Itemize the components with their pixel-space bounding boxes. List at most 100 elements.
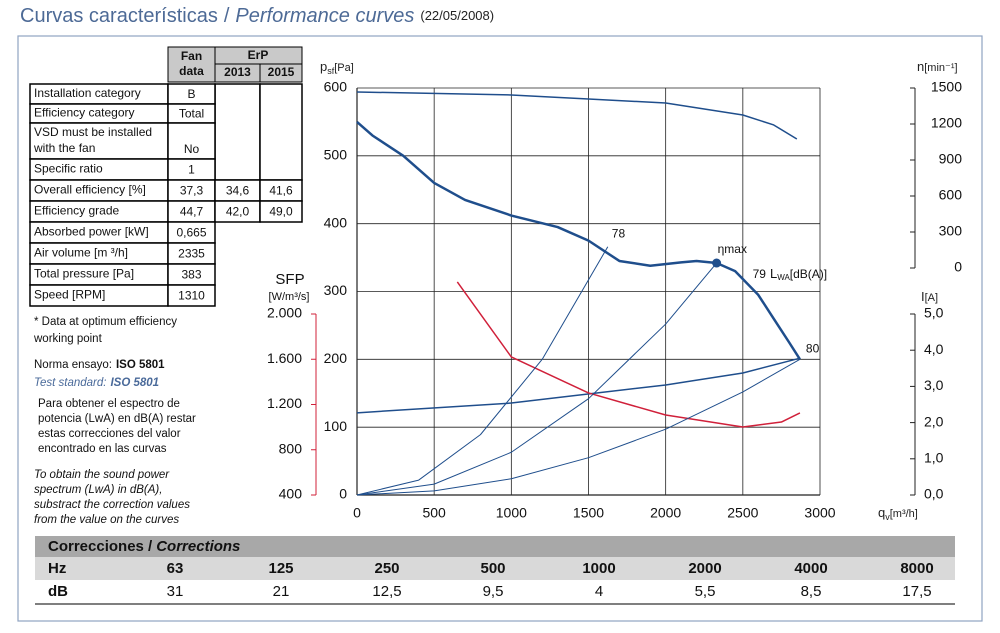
cell-value: Total [179,107,204,121]
cell-value: B [187,87,195,101]
row-header: Hz [48,560,66,577]
correction: 31 [167,583,184,600]
correction: 12,5 [372,583,401,600]
y-tick-label: 200 [324,350,348,366]
tick-label: 4,0 [924,341,944,357]
tick-label: 400 [279,486,303,502]
row-label: Overall efficiency [%] [34,183,146,197]
note: estas correcciones del valor [38,428,181,440]
curve [456,281,801,428]
corrections-title: Correcciones / Corrections [48,538,240,555]
y-tick-label: 600 [324,79,348,95]
tick-label: 5,0 [924,305,944,321]
tick-label: 0 [954,259,962,275]
cell-value: 2335 [178,247,205,261]
axis-title-unit: [A] [925,292,938,304]
axis-title: I[A] [921,289,938,304]
note: from the value on the curves [34,514,179,526]
frequency: 125 [268,560,293,577]
y-tick-label: 300 [324,282,348,298]
note: Test standard: ISO 5801 [34,377,159,389]
axis-title-sub: v [885,512,890,522]
title: Curvas características [20,5,218,27]
cell-value: 37,3 [180,184,204,198]
subtitle: Performance curves [235,5,414,27]
corrections-title-es: Correcciones / [48,538,153,555]
note: substract the correction values [34,499,190,511]
tick-label: 900 [939,151,963,167]
tick-label: 1500 [931,79,962,95]
correction: 21 [273,583,290,600]
table-header-cell [259,63,303,83]
correction: 9,5 [483,583,504,600]
page-title: Curvas características / Performance curve… [20,5,494,27]
cell-value: 1310 [178,289,205,303]
row-header: dB [48,583,68,600]
corrections-title-bg [35,536,955,557]
axis-title: SFP [275,271,304,288]
row-label: Total pressure [Pa] [34,267,134,281]
tick-label: 1200 [931,115,962,131]
cell-value: 383 [181,268,201,282]
cell-value: No [184,142,200,156]
table-header: 2013 [224,65,251,79]
correction: 8,5 [801,583,822,600]
axis-title-unit: [m³/h] [890,508,918,520]
x-tick-label: 2000 [650,505,681,521]
table-cell [259,200,303,223]
axis-title-sub: sf [327,66,335,76]
tick-label: 1.600 [267,350,302,366]
axis-title: [W/m³/s] [269,291,310,303]
row-label: with the fan [33,141,95,155]
table-cell [259,83,303,181]
note: working point [33,333,103,345]
table-header: Fan [181,49,202,63]
x-tick-label: 500 [422,505,446,521]
curve [356,357,801,414]
cell-value: 44,7 [180,205,204,219]
note: * Data at optimum efficiency [34,316,177,328]
corrections-db-bg [35,580,955,603]
table-header: 2015 [268,65,295,79]
note: Para obtener el espectro de [38,398,180,410]
cell-value: 34,6 [226,184,250,198]
curve-label-value: 79 [753,267,767,281]
date: (22/05/2008) [420,8,494,23]
y-tick-label: 100 [324,418,348,434]
separator: / [224,5,230,27]
lwa-sub: WA [777,273,790,282]
correction: 4 [595,583,603,600]
tick-label: 3,0 [924,377,944,393]
table-header: ErP [248,48,269,62]
x-tick-label: 1500 [573,505,604,521]
axis-title: qv[m³/h] [878,505,918,522]
frequency: 63 [167,560,184,577]
table-cell [214,83,261,181]
cell-value: 49,0 [269,205,293,219]
axis-title: n[min⁻¹] [917,59,958,74]
tick-label: 800 [279,440,303,456]
axis-title-unit: [Pa] [334,62,354,74]
frequency: 500 [480,560,505,577]
x-tick-label: 3000 [804,505,835,521]
axis-title-main: q [878,505,885,520]
table-header-cell [167,46,216,83]
table-cell [167,122,216,160]
curve-label: 79 LWA[dB(A)] [753,266,828,282]
frequency: 250 [374,560,399,577]
note: potencia (LwA) en dB(A) restar [38,413,196,425]
x-tick-label: 1000 [496,505,527,521]
curve [356,262,717,496]
row-label: Speed [RPM] [34,288,105,302]
note-value: ISO 5801 [116,359,165,371]
note-label: Test standard: [34,377,106,389]
curve [356,120,801,361]
axis-title-unit: [min⁻¹] [924,62,957,74]
x-tick-label: 2500 [727,505,758,521]
row-label: VSD must be installed [34,125,152,139]
row-label: Installation category [34,86,141,100]
x-tick-label: 0 [353,505,361,521]
axis-title: psf[Pa] [320,59,354,76]
cell-value: 41,6 [269,184,293,198]
lwa-unit: [dB(A)] [790,267,827,281]
